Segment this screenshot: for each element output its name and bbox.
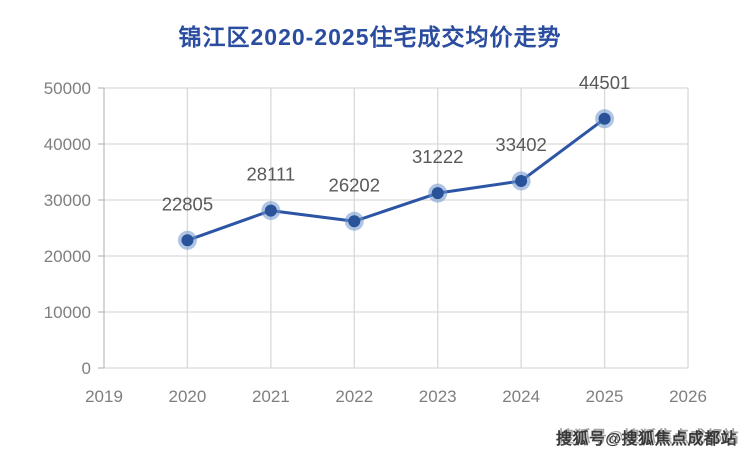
x-tick-label-2022: 2022 bbox=[335, 387, 373, 406]
y-tick-label-50000: 50000 bbox=[44, 79, 91, 98]
data-label-2025: 44501 bbox=[579, 72, 630, 93]
y-tick-label-40000: 40000 bbox=[44, 135, 91, 154]
x-tick-label-2020: 2020 bbox=[169, 387, 207, 406]
y-tick-label-0: 0 bbox=[82, 359, 91, 378]
data-point-2023 bbox=[431, 187, 444, 200]
watermark-text: 搜狐号@搜狐焦点成都站 bbox=[555, 431, 737, 448]
data-point-2024 bbox=[515, 174, 528, 187]
y-tick-label-20000: 20000 bbox=[44, 247, 91, 266]
x-tick-label-2023: 2023 bbox=[419, 387, 457, 406]
x-tick-label-2019: 2019 bbox=[85, 387, 123, 406]
data-label-2022: 26202 bbox=[329, 174, 380, 195]
data-label-2023: 31222 bbox=[412, 146, 463, 167]
x-tick-label-2026: 2026 bbox=[669, 387, 707, 406]
data-label-2021: 28111 bbox=[247, 164, 296, 185]
series-line bbox=[185, 117, 607, 242]
data-point-2020 bbox=[181, 234, 194, 247]
data-label-2020: 22805 bbox=[162, 193, 213, 214]
data-point-2021 bbox=[264, 204, 277, 217]
chart-title: 锦江区2020-2025住宅成交均价走势 bbox=[178, 24, 562, 50]
x-tick-label-2021: 2021 bbox=[252, 387, 290, 406]
x-tick-label-2025: 2025 bbox=[586, 387, 624, 406]
y-tick-label-30000: 30000 bbox=[44, 191, 91, 210]
data-label-2024: 33402 bbox=[495, 134, 546, 155]
y-tick-label-10000: 10000 bbox=[44, 303, 91, 322]
x-tick-label-2024: 2024 bbox=[502, 387, 540, 406]
data-point-2022 bbox=[348, 215, 361, 228]
data-point-2025 bbox=[598, 112, 611, 125]
